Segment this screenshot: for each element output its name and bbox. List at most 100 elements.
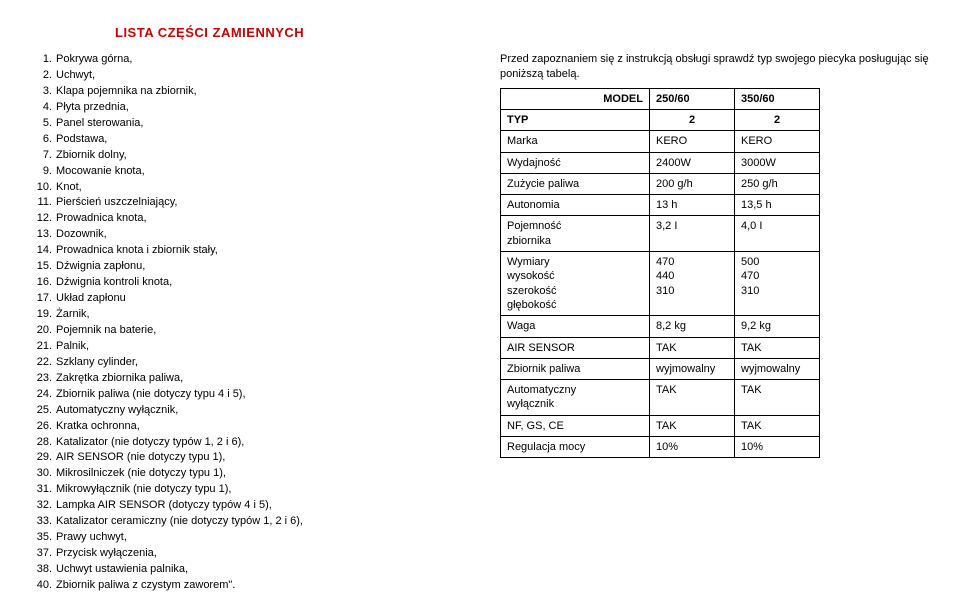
list-item: 17.Układ zapłonu xyxy=(30,291,450,307)
typ-label: TYP xyxy=(501,109,650,130)
table-row: Zbiornik paliwawyjmowalnywyjmowalny xyxy=(501,358,820,379)
list-item: 5.Panel sterowania, xyxy=(30,116,450,132)
list-item-text: Palnik, xyxy=(56,339,89,355)
list-item-text: Automatyczny wyłącznik, xyxy=(56,403,178,419)
row-value-2: 500 470 310 xyxy=(735,252,820,316)
table-row: Automatyczny wyłącznikTAKTAK xyxy=(501,380,820,416)
list-item: 25.Automatyczny wyłącznik, xyxy=(30,403,450,419)
row-label: Automatyczny wyłącznik xyxy=(501,380,650,416)
row-value-2: 10% xyxy=(735,437,820,458)
list-item-text: Kratka ochronna, xyxy=(56,419,140,435)
row-value-2: 13,5 h xyxy=(735,195,820,216)
list-item: 23.Zakrętka zbiornika paliwa, xyxy=(30,371,450,387)
list-item: 29.AIR SENSOR (nie dotyczy typu 1), xyxy=(30,450,450,466)
row-value-1: 2400W xyxy=(650,152,735,173)
list-item-text: Uchwyt, xyxy=(56,68,95,84)
row-label: Autonomia xyxy=(501,195,650,216)
row-value-1: 470 440 310 xyxy=(650,252,735,316)
list-item: 14.Prowadnica knota i zbiornik stały, xyxy=(30,243,450,259)
parts-list: 1.Pokrywa górna,2.Uchwyt,3.Klapa pojemni… xyxy=(30,52,450,594)
list-item-number: 38. xyxy=(30,562,56,578)
list-item-number: 21. xyxy=(30,339,56,355)
list-item: 7.Zbiornik dolny, xyxy=(30,148,450,164)
page-title: LISTA CZĘŚCI ZAMIENNYCH xyxy=(115,25,930,40)
list-item: 38.Uchwyt ustawienia palnika, xyxy=(30,562,450,578)
list-item-text: Prowadnica knota, xyxy=(56,211,147,227)
row-value-2: wyjmowalny xyxy=(735,358,820,379)
list-item-number: 4. xyxy=(30,100,56,116)
list-item: 12.Prowadnica knota, xyxy=(30,211,450,227)
row-value-1: 200 g/h xyxy=(650,173,735,194)
list-item-text: Dozownik, xyxy=(56,227,107,243)
list-item-number: 25. xyxy=(30,403,56,419)
list-item-number: 29. xyxy=(30,450,56,466)
list-item-number: 30. xyxy=(30,466,56,482)
row-value-2: TAK xyxy=(735,337,820,358)
list-item-text: Zakrętka zbiornika paliwa, xyxy=(56,371,183,387)
typ-1: 2 xyxy=(650,109,735,130)
table-row: Autonomia13 h13,5 h xyxy=(501,195,820,216)
list-item-text: Zbiornik paliwa z czystym zaworem". xyxy=(56,578,235,594)
list-item: 21.Palnik, xyxy=(30,339,450,355)
table-row: Wydajność2400W3000W xyxy=(501,152,820,173)
list-item: 22.Szklany cylinder, xyxy=(30,355,450,371)
row-value-2: 9,2 kg xyxy=(735,316,820,337)
row-value-2: 4,0 I xyxy=(735,216,820,252)
list-item: 33.Katalizator ceramiczny (nie dotyczy t… xyxy=(30,514,450,530)
row-value-1: 3,2 I xyxy=(650,216,735,252)
list-item-text: Dźwignia zapłonu, xyxy=(56,259,145,275)
list-item-number: 3. xyxy=(30,84,56,100)
row-value-2: KERO xyxy=(735,131,820,152)
list-item: 16.Dźwignia kontroli knota, xyxy=(30,275,450,291)
list-item-number: 23. xyxy=(30,371,56,387)
row-label: Zbiornik paliwa xyxy=(501,358,650,379)
list-item-number: 37. xyxy=(30,546,56,562)
table-row: Wymiary wysokość szerokość głębokość470 … xyxy=(501,252,820,316)
list-item: 2.Uchwyt, xyxy=(30,68,450,84)
table-row: Regulacja mocy10%10% xyxy=(501,437,820,458)
list-item-number: 1. xyxy=(30,52,56,68)
list-item-number: 12. xyxy=(30,211,56,227)
list-item: 1.Pokrywa górna, xyxy=(30,52,450,68)
list-item-number: 7. xyxy=(30,148,56,164)
list-item: 28.Katalizator (nie dotyczy typów 1, 2 i… xyxy=(30,435,450,451)
row-value-1: TAK xyxy=(650,415,735,436)
list-item-text: Dźwignia kontroli knota, xyxy=(56,275,172,291)
table-row: Zużycie paliwa200 g/h250 g/h xyxy=(501,173,820,194)
spec-column: Przed zapoznaniem się z instrukcją obsłu… xyxy=(500,52,930,594)
list-item: 9.Mocowanie knota, xyxy=(30,164,450,180)
list-item: 4.Płyta przednia, xyxy=(30,100,450,116)
list-item-text: Katalizator (nie dotyczy typów 1, 2 i 6)… xyxy=(56,435,244,451)
row-value-1: TAK xyxy=(650,380,735,416)
list-item-text: Płyta przednia, xyxy=(56,100,129,116)
list-item: 10.Knot, xyxy=(30,180,450,196)
list-item-number: 15. xyxy=(30,259,56,275)
table-row: Pojemność zbiornika3,2 I4,0 I xyxy=(501,216,820,252)
list-item: 30.Mikrosilniczek (nie dotyczy typu 1), xyxy=(30,466,450,482)
row-label: Wydajność xyxy=(501,152,650,173)
list-item-number: 26. xyxy=(30,419,56,435)
list-item-number: 28. xyxy=(30,435,56,451)
row-label: Wymiary wysokość szerokość głębokość xyxy=(501,252,650,316)
spec-table: MODEL 250/60 350/60 TYP 2 2 MarkaKEROKER… xyxy=(500,88,820,459)
list-item-number: 10. xyxy=(30,180,56,196)
list-item-number: 6. xyxy=(30,132,56,148)
row-label: NF, GS, CE xyxy=(501,415,650,436)
list-item-number: 40. xyxy=(30,578,56,594)
list-item-number: 13. xyxy=(30,227,56,243)
table-row: MarkaKEROKERO xyxy=(501,131,820,152)
list-item-text: Układ zapłonu xyxy=(56,291,126,307)
list-item-number: 17. xyxy=(30,291,56,307)
list-item-text: Żarnik, xyxy=(56,307,90,323)
list-item: 20.Pojemnik na baterie, xyxy=(30,323,450,339)
list-item-text: Przycisk wyłączenia, xyxy=(56,546,157,562)
list-item-text: Szklany cylinder, xyxy=(56,355,138,371)
list-item-text: Prawy uchwyt, xyxy=(56,530,127,546)
row-value-1: wyjmowalny xyxy=(650,358,735,379)
list-item: 26.Kratka ochronna, xyxy=(30,419,450,435)
list-item-number: 22. xyxy=(30,355,56,371)
list-item-number: 16. xyxy=(30,275,56,291)
list-item-number: 5. xyxy=(30,116,56,132)
list-item: 19.Żarnik, xyxy=(30,307,450,323)
list-item-text: Mocowanie knota, xyxy=(56,164,145,180)
